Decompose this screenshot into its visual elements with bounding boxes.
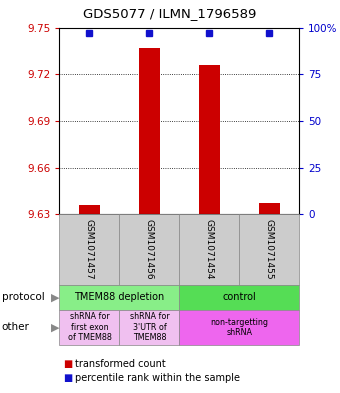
Text: TMEM88 depletion: TMEM88 depletion: [74, 292, 165, 302]
Text: shRNA for
3'UTR of
TMEM88: shRNA for 3'UTR of TMEM88: [130, 312, 169, 342]
Text: shRNA for
first exon
of TMEM88: shRNA for first exon of TMEM88: [68, 312, 112, 342]
Bar: [119, 214, 179, 285]
Bar: [239, 214, 299, 285]
Text: GSM1071454: GSM1071454: [205, 219, 214, 280]
Bar: [59, 310, 119, 345]
Bar: [180, 285, 299, 310]
Text: non-targetting
shRNA: non-targetting shRNA: [210, 318, 268, 337]
Text: GSM1071455: GSM1071455: [265, 219, 274, 280]
Bar: [180, 310, 299, 345]
Text: other: other: [2, 322, 30, 332]
Text: control: control: [222, 292, 256, 302]
Bar: [59, 214, 119, 285]
Text: percentile rank within the sample: percentile rank within the sample: [75, 373, 240, 384]
Bar: [259, 203, 280, 214]
Bar: [119, 310, 179, 345]
Text: ■: ■: [63, 373, 72, 384]
Text: ▶: ▶: [51, 292, 60, 302]
Bar: [199, 65, 220, 214]
Bar: [139, 48, 160, 214]
Bar: [79, 205, 100, 214]
Text: GDS5077 / ILMN_1796589: GDS5077 / ILMN_1796589: [83, 7, 257, 20]
Text: protocol: protocol: [2, 292, 45, 302]
Text: ■: ■: [63, 359, 72, 369]
Text: GSM1071457: GSM1071457: [85, 219, 94, 280]
Text: GSM1071456: GSM1071456: [145, 219, 154, 280]
Text: transformed count: transformed count: [75, 359, 166, 369]
Bar: [59, 285, 180, 310]
Text: ▶: ▶: [51, 322, 60, 332]
Bar: [180, 214, 239, 285]
